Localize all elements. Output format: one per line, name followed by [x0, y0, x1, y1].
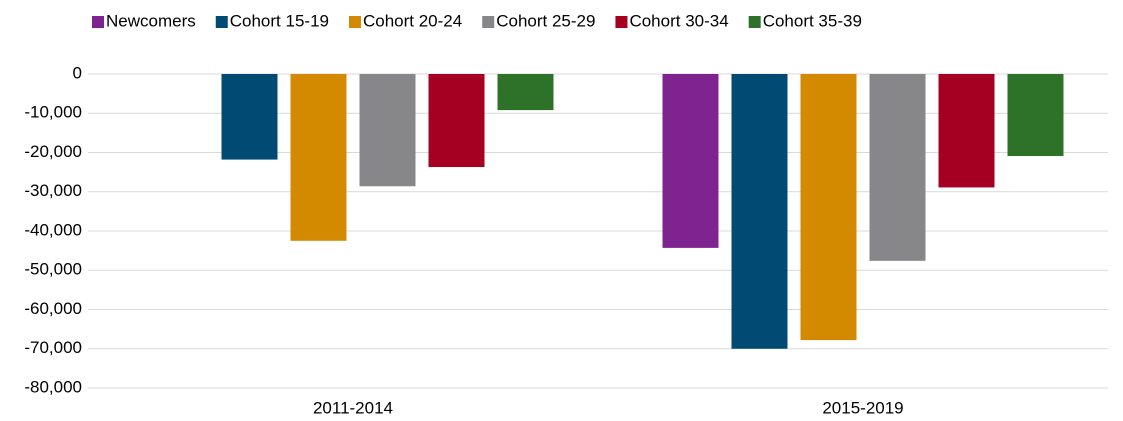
bar [221, 74, 278, 160]
y-tick-label: -50,000 [24, 260, 82, 279]
legend-swatch [215, 16, 228, 28]
y-tick-label: 0 [73, 63, 82, 82]
bar [731, 74, 788, 349]
bar [290, 74, 347, 241]
legend-swatch [748, 16, 761, 28]
bar [938, 74, 995, 188]
y-tick-label: -10,000 [24, 103, 82, 122]
y-tick-label: -60,000 [24, 299, 82, 318]
legend-swatch [348, 16, 361, 28]
legend-label: Cohort 30-34 [629, 11, 728, 30]
bar [359, 74, 416, 187]
y-tick-label: -30,000 [24, 181, 82, 200]
legend-label: Cohort 35-39 [763, 11, 862, 30]
legend-label: Cohort 20-24 [363, 11, 462, 30]
y-tick-label: -40,000 [24, 220, 82, 239]
bar [662, 74, 719, 248]
bar [428, 74, 485, 168]
y-tick-label: -20,000 [24, 142, 82, 161]
bar [869, 74, 926, 261]
bar [800, 74, 857, 341]
legend-swatch [482, 16, 495, 28]
legend-label: Newcomers [106, 11, 196, 30]
x-tick-label: 2015-2019 [822, 398, 903, 417]
y-tick-label: -80,000 [24, 377, 82, 396]
bar [1007, 74, 1064, 157]
legend-swatch [92, 16, 104, 28]
x-tick-label: 2011-2014 [313, 398, 393, 417]
legend-label: Cohort 15-19 [230, 11, 329, 30]
bar [497, 74, 554, 111]
y-tick-label: -70,000 [24, 338, 82, 357]
legend-swatch [615, 16, 628, 28]
legend-label: Cohort 25-29 [496, 11, 595, 30]
